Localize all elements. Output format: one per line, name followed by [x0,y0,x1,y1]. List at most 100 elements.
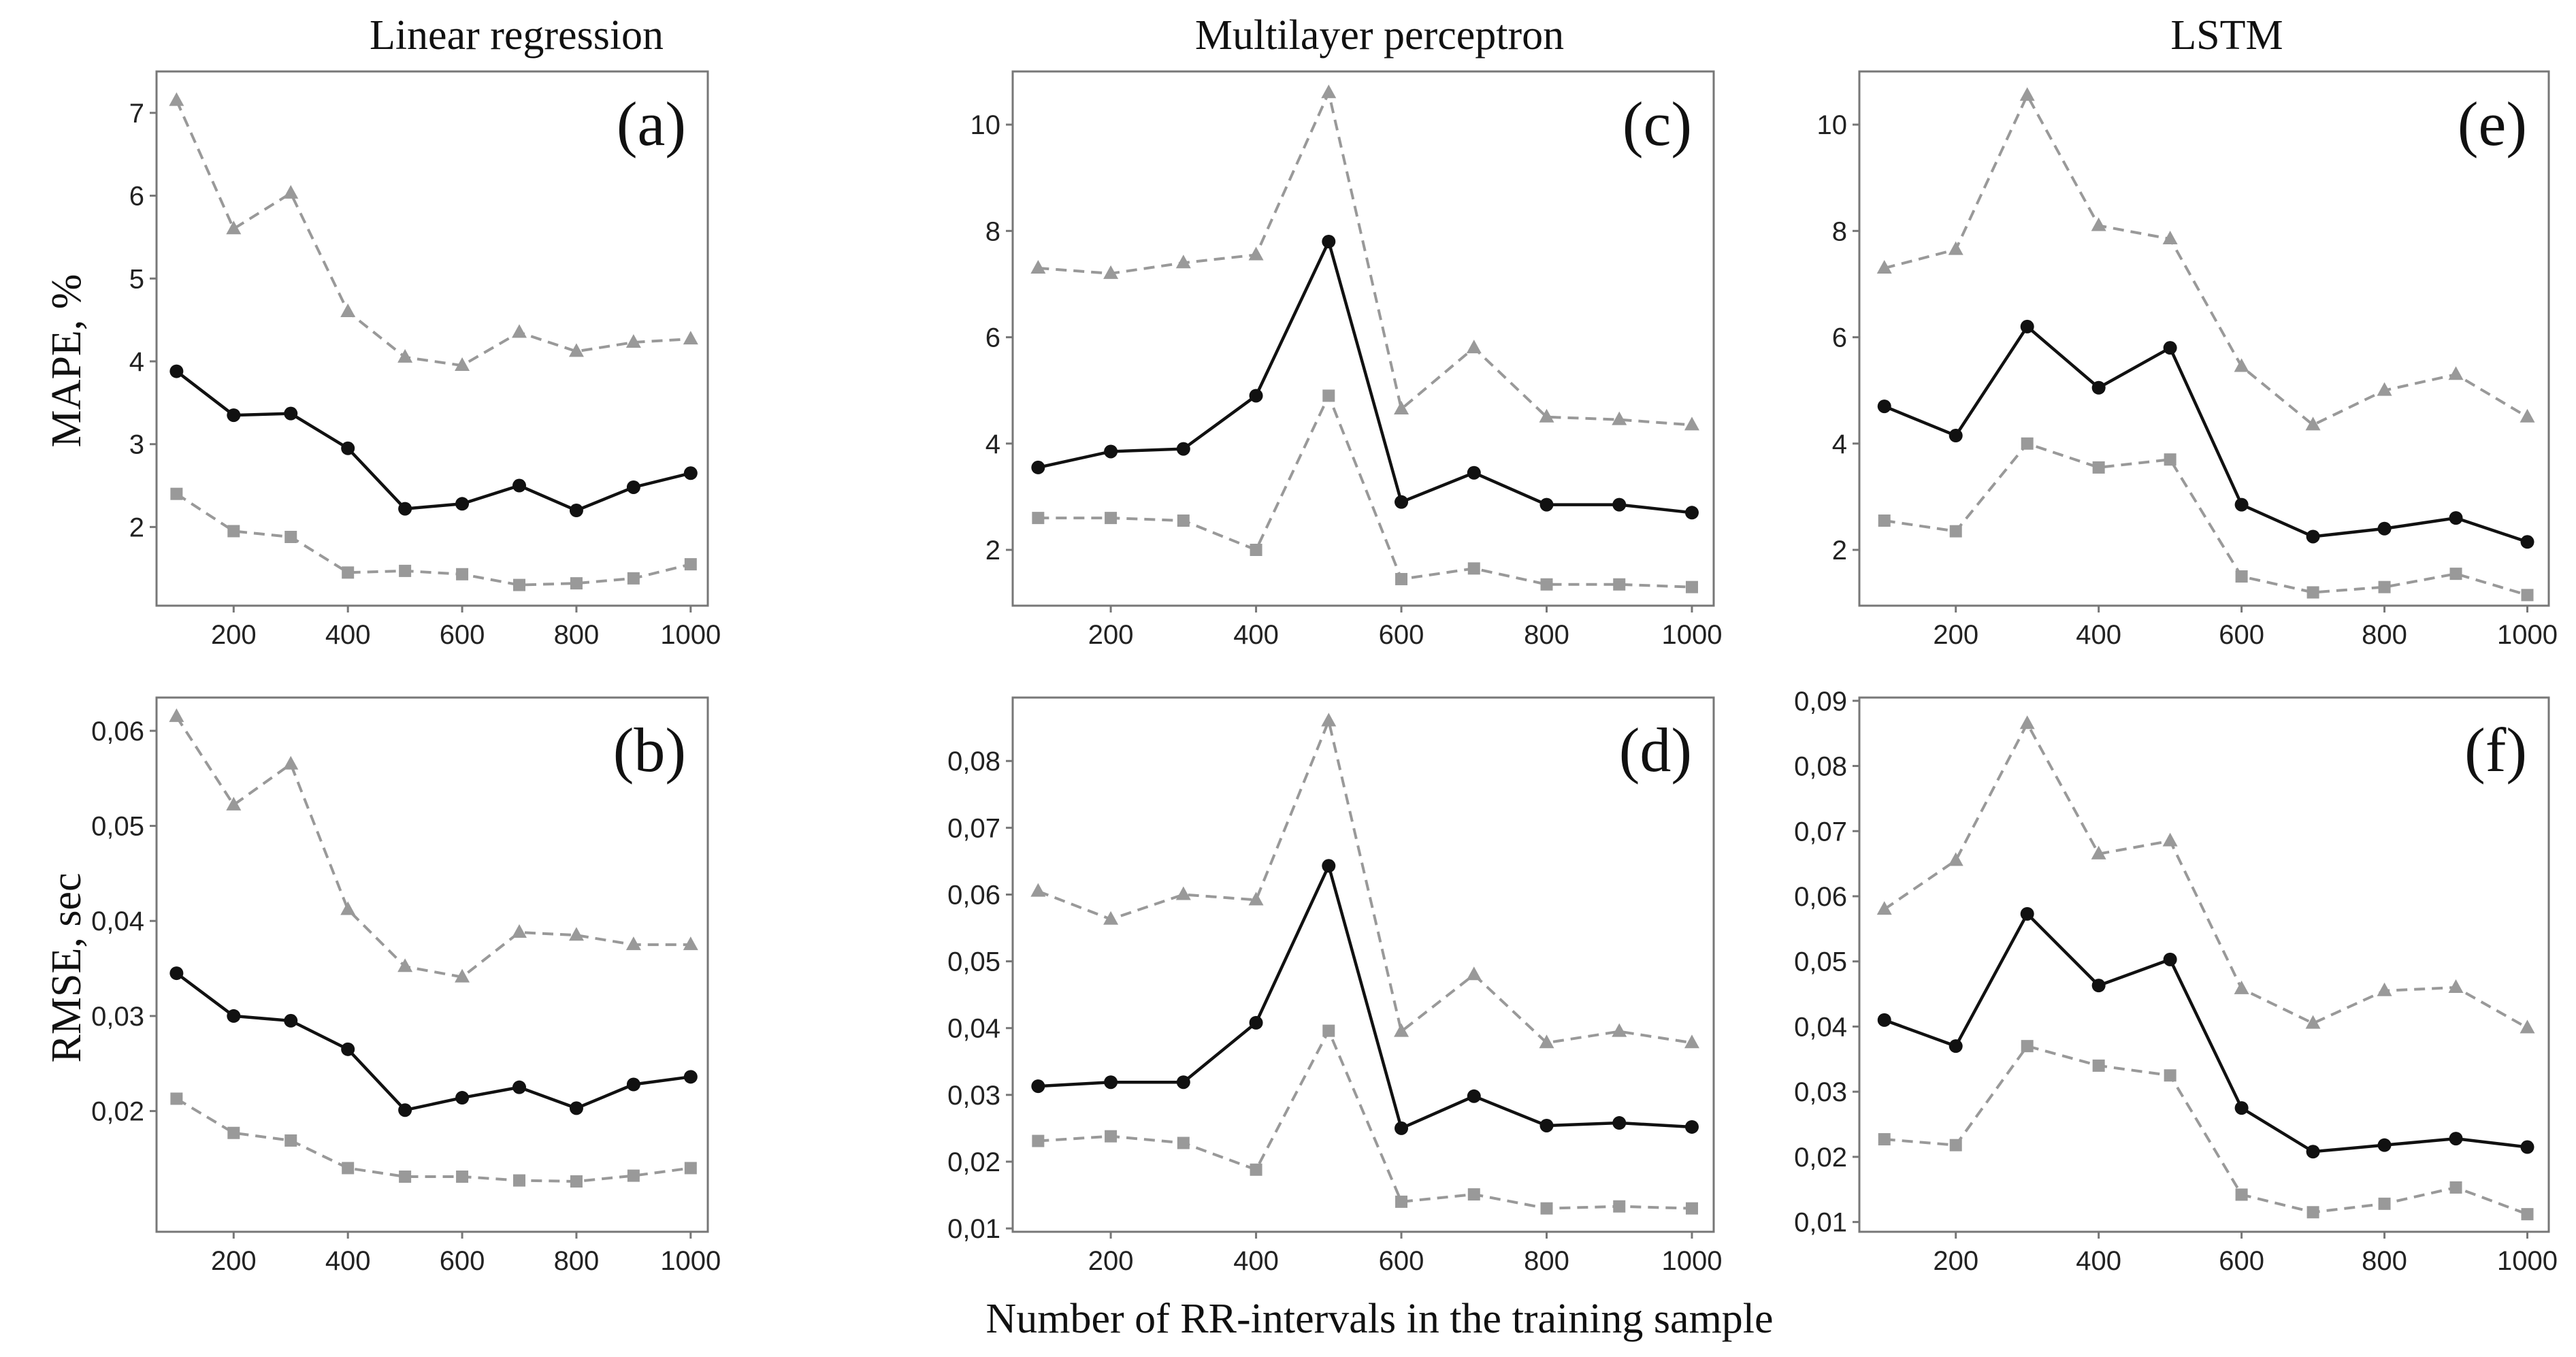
x-tick-label: 600 [1379,1246,1424,1276]
data-point-upper [2019,715,2035,730]
data-point-mean [2520,1140,2534,1154]
x-tick-label: 200 [1933,620,1978,650]
data-point-upper [340,901,356,915]
plot-frame [155,70,709,607]
x-tick-label: 1000 [1661,1246,1722,1276]
panel-label: (a) [617,89,686,159]
data-point-lower [2021,437,2034,450]
series-line-lower [176,493,691,587]
data-point-lower [1395,572,1408,585]
panel-b: 0,02 0,03 0,04 0,05 0,06 200 400 600 800 1000 (b) [91,696,721,1276]
x-tick-label: 800 [2362,620,2407,650]
data-point-lower [684,1162,697,1175]
data-point-upper [1948,852,1963,866]
data-point-mean [1031,460,1045,474]
plot-frame [1858,696,2550,1233]
series-line-upper [1883,721,2528,1030]
data-point-mean [1539,1118,1554,1132]
data-point-mean [2091,979,2106,993]
data-point-upper [625,333,641,348]
data-point-mean [1395,495,1409,509]
column-title-multilayer-perceptron: Multilayer perceptron [1195,12,1564,59]
panel-f: 0,01 0,02 0,03 0,04 0,05 0,06 0,07 0,08 0,09 200 4… [1794,687,2558,1276]
data-point-mean [1684,1119,1699,1134]
data-point-mean [2234,1101,2249,1115]
panel-e: 2 4 6 8 10 200 400 600 800 1000 (e) [1817,70,2558,650]
data-point-mean [1031,1079,1045,1094]
data-point-lower [1467,1188,1480,1201]
data-point-upper [1248,892,1264,906]
data-point-upper [1876,901,1892,915]
data-point-mean [2091,380,2106,395]
data-point-mean [398,502,412,516]
data-point-mean [1612,497,1627,512]
data-point-upper [1466,966,1482,981]
data-point-mean [1176,1075,1190,1090]
x-tick-label: 400 [1233,620,1279,650]
data-point-upper [397,348,413,363]
data-point-lower [170,1092,183,1105]
data-point-mean [626,1077,640,1092]
series-line-lower [1884,442,2528,597]
data-point-lower [1467,562,1480,575]
y-tick-label: 10 [1817,110,1848,140]
panel-label: (f) [2464,715,2527,785]
data-point-mean [1684,506,1699,520]
data-point-mean [1176,442,1190,456]
data-point-upper [1684,1034,1699,1049]
x-tick-label: 800 [2362,1246,2407,1276]
x-tick-label: 600 [440,1246,485,1276]
data-point-lower [1685,581,1698,593]
panel-c: 2 4 6 8 10 200 400 600 800 1000 (c) [971,70,1722,650]
data-point-mean [2449,511,2463,525]
data-point-upper [226,796,242,811]
plot-frame [155,696,709,1233]
data-point-mean [1877,1013,1891,1027]
y-tick-label: 8 [985,216,1000,246]
data-point-upper [1248,246,1264,261]
x-tick-label: 200 [211,1246,257,1276]
data-point-lower [2164,453,2176,466]
data-point-lower [570,577,583,590]
y-tick-label: 0,08 [947,747,1000,776]
data-point-mean [284,406,298,421]
data-point-lower [284,1134,297,1147]
data-point-lower [1878,1133,1891,1146]
data-point-lower [1105,512,1118,525]
series-line-mean [176,370,691,512]
series-line-upper [175,99,691,367]
data-point-lower [2306,1206,2319,1219]
data-point-mean [1467,465,1481,480]
data-point-mean [169,364,184,378]
x-tick-label: 1000 [660,620,721,650]
x-tick-label: 400 [325,1246,371,1276]
data-point-lower [2092,461,2105,474]
data-point-lower [456,568,469,581]
series-line-mean [176,972,691,1112]
panel-label: (d) [1619,715,1692,785]
y-tick-label: 8 [1832,216,1847,246]
data-point-upper [1030,260,1046,274]
data-point-upper [2162,832,2178,847]
data-point-mean [2163,952,2177,966]
data-point-lower [2378,1197,2391,1210]
data-point-mean [1104,444,1118,459]
series-line-lower [1884,1044,2528,1216]
data-point-mean [341,1042,355,1056]
data-point-upper [1030,883,1046,897]
data-point-mean [2377,521,2392,536]
series-line-mean [1883,911,2528,1154]
data-point-upper [1103,265,1119,279]
panel-label: (b) [613,715,686,785]
y-tick-label: 2 [129,512,144,542]
data-point-mean [284,1013,298,1028]
data-point-mean [169,966,184,981]
y-tick-label: 0,02 [1794,1143,1847,1173]
data-point-mean [1322,859,1336,873]
y-tick-label: 0,05 [91,812,144,842]
data-point-upper [455,357,470,372]
x-tick-label: 1000 [660,1246,721,1276]
data-point-lower [2164,1069,2176,1082]
data-point-upper [2091,845,2106,860]
x-tick-label: 200 [211,620,257,650]
